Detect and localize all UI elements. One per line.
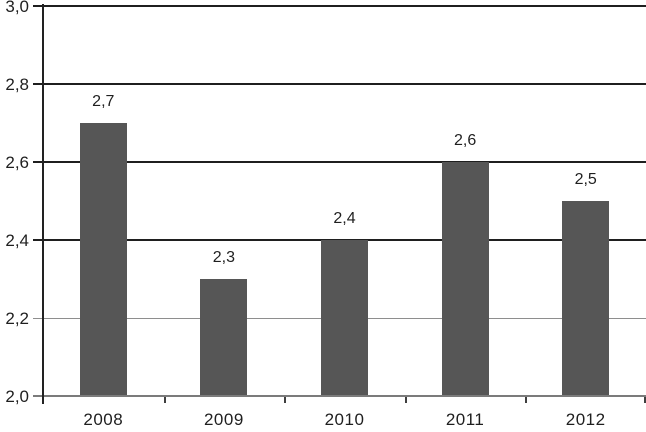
x-axis-tick-label: 2010	[324, 410, 365, 429]
y-axis-tick-label: 2,0	[5, 387, 29, 406]
y-axis-tick-label: 3,0	[5, 0, 29, 16]
bar-value-label: 2,6	[453, 132, 477, 149]
bar-value-label: 2,5	[574, 171, 597, 188]
gridline	[33, 161, 646, 163]
x-axis-tick-label: 2008	[83, 410, 124, 429]
y-axis-tick-label: 2,4	[5, 231, 29, 250]
x-axis-tick	[163, 396, 166, 403]
gridline	[33, 5, 646, 7]
x-axis-tick-label: 2012	[565, 410, 606, 429]
x-axis-tick	[644, 396, 646, 403]
bar	[200, 279, 248, 396]
x-axis-tick	[284, 396, 287, 403]
x-axis-baseline	[33, 395, 646, 397]
bar	[321, 240, 368, 396]
bar	[441, 162, 489, 396]
bar	[562, 201, 610, 396]
gridline	[33, 83, 646, 85]
x-axis-tick	[525, 396, 528, 403]
bar-value-label: 2,3	[212, 249, 236, 266]
bar-value-label: 2,4	[333, 210, 356, 227]
x-axis-tick	[404, 396, 407, 403]
y-axis-line	[42, 4, 44, 404]
y-axis-tick-label: 2,8	[5, 75, 29, 94]
y-axis-tick-label: 2,2	[5, 309, 29, 328]
bar	[79, 123, 127, 396]
x-axis-tick-label: 2011	[445, 410, 485, 429]
x-axis-tick-label: 2009	[203, 410, 244, 429]
y-axis-tick-label: 2,6	[5, 153, 29, 172]
bar-value-label: 2,7	[92, 93, 115, 110]
